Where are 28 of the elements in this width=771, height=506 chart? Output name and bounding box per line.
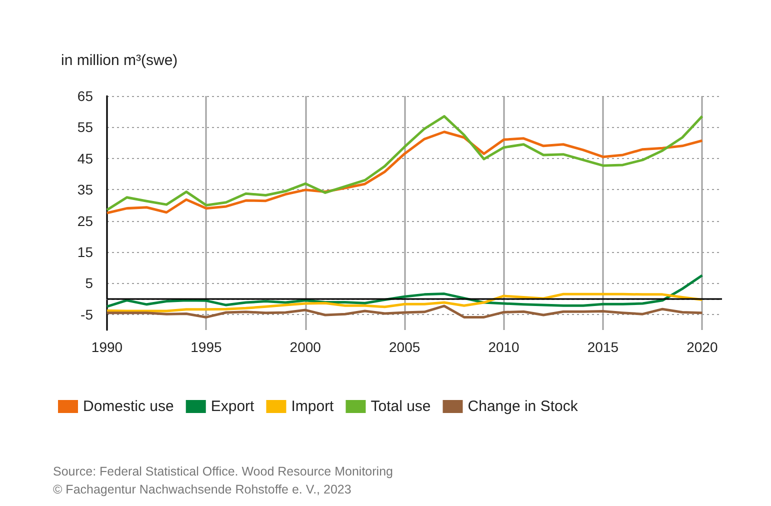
legend-label: Change in Stock [468,398,578,415]
x-tick-label: 1995 [190,339,222,355]
line-series [106,292,704,312]
legend-label: Domestic use [83,398,174,415]
legend-label: Import [291,398,335,415]
y-tick-label: 15 [77,244,94,260]
line-series [106,115,704,212]
legend-label: Total use [370,398,431,415]
line-series [106,304,704,318]
y-tick-label: 35 [77,182,94,198]
y-tick-label: 25 [77,212,94,229]
y-tick-label: -5 [80,306,94,322]
x-tick-label: 2005 [389,339,420,355]
x-tick-label: 2010 [488,339,520,355]
y-tick-label: 65 [77,88,94,104]
line-series [106,130,704,214]
line-series [106,274,704,308]
source-note: Source: Federal Statistical Office. Wood Resource Monitoring [53,464,394,478]
y-axis-title: in million m³(swe) [61,52,178,69]
y-tick-label: 45 [77,150,94,166]
y-tick-label: 5 [85,275,94,292]
x-tick-label: 1990 [91,339,123,355]
x-tick-label: 2000 [290,339,322,355]
y-tick-label: 55 [77,119,94,136]
legend-label: Export [210,398,256,415]
x-tick-label: 2015 [587,339,619,355]
x-tick-label: 2020 [686,339,718,355]
text: © Fachagentur Nachwachsende Rohstoffe e. V., 2023 [53,482,352,496]
